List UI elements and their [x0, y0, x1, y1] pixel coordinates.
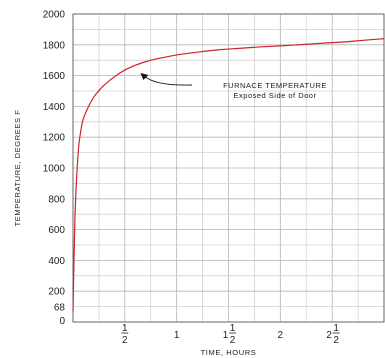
y-tick-label: 68 — [54, 303, 66, 314]
annotation-furnace-temperature: FURNACE TEMPERATURE Exposed Side of Door — [140, 73, 326, 100]
x-tick-numerator: 1 — [333, 323, 339, 334]
y-tick-label: 800 — [48, 194, 65, 205]
x-tick-denominator: 2 — [230, 335, 236, 346]
y-tick-label: 1200 — [43, 133, 66, 144]
x-tick-whole: 2 — [326, 330, 332, 341]
y-tick-label: 2000 — [43, 10, 66, 21]
y-tick-label: 400 — [48, 256, 65, 267]
y-tick-label: 1000 — [43, 164, 66, 175]
x-tick-label: 1 — [174, 330, 180, 341]
plot-frame — [72, 13, 385, 323]
y-tick-labels: 0 68 200 400 600 800 1000 1200 1400 1600 1800 2000 — [43, 10, 66, 328]
annotation-line-2: Exposed Side of Door — [234, 91, 317, 100]
x-tick-label: 2 — [278, 330, 284, 341]
x-tick-label: 112 — [223, 323, 236, 346]
y-tick-label: 200 — [48, 287, 65, 298]
annotation-line-1: FURNACE TEMPERATURE — [223, 81, 327, 90]
annotation-leader-line — [144, 75, 193, 86]
x-tick-denominator: 2 — [333, 335, 339, 346]
x-tick-numerator: 1 — [122, 323, 128, 334]
furnace-temperature-curve — [72, 38, 385, 312]
y-tick-label: 0 — [59, 316, 65, 327]
x-tick-whole: 1 — [223, 330, 229, 341]
x-tick-whole: 2 — [278, 330, 284, 341]
x-axis-label: TIME, HOURS — [201, 348, 257, 357]
x-tick-label: 12 — [121, 323, 129, 346]
x-tick-numerator: 1 — [230, 323, 236, 334]
y-tick-label: 1800 — [43, 40, 66, 51]
y-tick-label: 1600 — [43, 71, 66, 82]
x-tick-whole: 1 — [174, 330, 180, 341]
y-axis-label: TEMPERATURE, DEGREES F — [13, 110, 22, 227]
x-tick-denominator: 2 — [122, 335, 128, 346]
x-tick-labels: 12 1 112 2 212 — [121, 323, 340, 346]
annotation-arrowhead — [140, 73, 149, 81]
grid-lines — [73, 14, 384, 322]
x-tick-label: 212 — [326, 323, 340, 346]
y-tick-label: 600 — [48, 225, 65, 236]
y-tick-label: 1400 — [43, 102, 66, 113]
